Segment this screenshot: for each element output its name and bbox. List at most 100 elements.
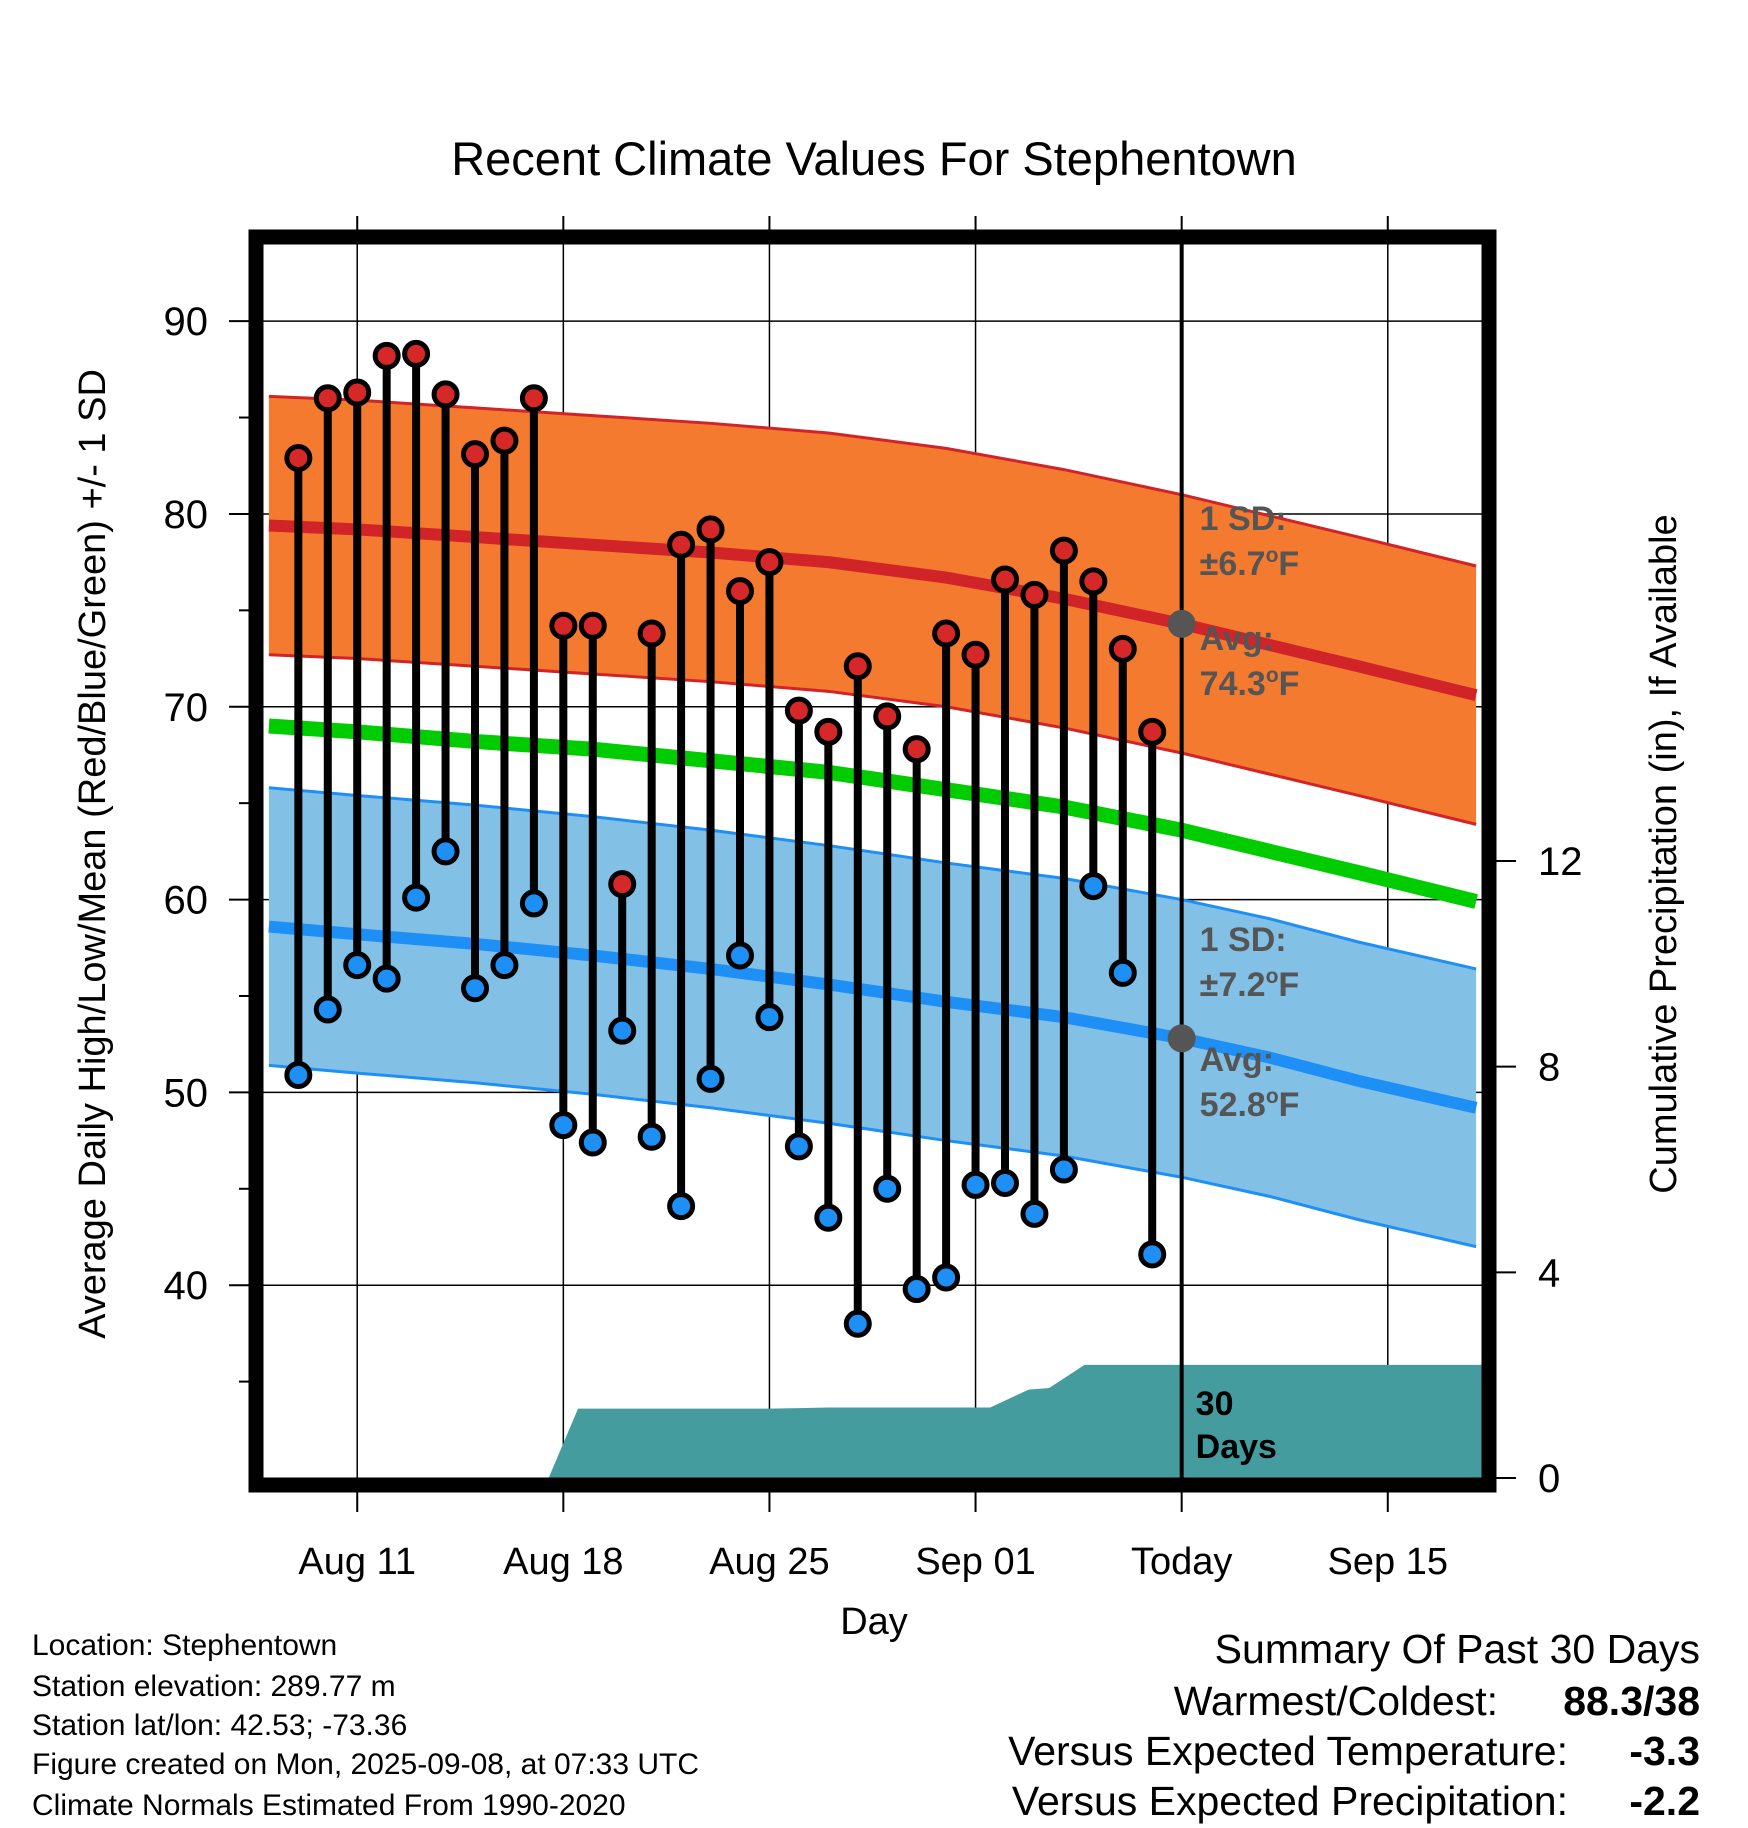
summary-precip-value: -2.2 [1629, 1778, 1700, 1824]
high-avg-value-annotation: 74.3oF [1200, 664, 1300, 703]
today-high-avg-marker [1167, 609, 1196, 638]
daily-low-point [726, 941, 754, 970]
daily-high-point [1020, 580, 1049, 609]
daily-low-point [696, 1064, 725, 1093]
x-tick-label: Aug 11 [298, 1541, 416, 1583]
summary-title: Summary Of Past 30 Days [1215, 1626, 1700, 1672]
days-count-annotation: 30 [1196, 1385, 1234, 1423]
daily-high-point [490, 426, 519, 455]
daily-low-point [343, 951, 372, 980]
precip-area [268, 1364, 1482, 1478]
daily-low-point [402, 883, 431, 912]
daily-low-point [873, 1174, 902, 1203]
low-sd-annotation: 1 SD: [1200, 921, 1287, 959]
daily-low-point [637, 1122, 666, 1151]
daily-high-point [372, 341, 401, 370]
daily-low-point [490, 951, 519, 980]
y2-tick-label: 4 [1538, 1251, 1560, 1295]
daily-high-point [784, 696, 813, 725]
daily-low-point [1108, 958, 1137, 987]
daily-high-point [932, 619, 961, 648]
daily-high-point [1108, 634, 1137, 663]
today-low-avg-marker [1167, 1024, 1196, 1053]
daily-high-point [696, 515, 725, 544]
high-sd-annotation: 1 SD: [1200, 500, 1287, 538]
summary-warm-cold-label: Warmest/Coldest: [1174, 1678, 1498, 1724]
low-avg-value-annotation: 52.8oF [1200, 1085, 1300, 1124]
daily-low-point [313, 995, 342, 1024]
plot-frame [248, 229, 1497, 1493]
daily-high-point [549, 611, 578, 640]
daily-high-point [578, 611, 607, 640]
y2-tick-label: 8 [1538, 1046, 1560, 1090]
x-axis-label: Day [840, 1601, 908, 1643]
daily-high-point [637, 619, 666, 648]
high-sd-lower-edge [268, 653, 1477, 826]
daily-high-point [343, 378, 372, 407]
daily-low-point [991, 1168, 1019, 1197]
high-sd-upper-edge [268, 394, 1477, 568]
info-elevation: Station elevation: 289.77 m [32, 1670, 396, 1703]
daily-high-point [873, 702, 902, 731]
info-created: Figure created on Mon, 2025-09-08, at 07… [32, 1748, 699, 1781]
daily-high-point [843, 652, 872, 681]
summary-panel: Summary Of Past 30 Days Warmest/Coldest:… [1008, 1626, 1700, 1824]
daily-high-point [991, 565, 1019, 594]
y2-tick-label: 12 [1538, 840, 1583, 884]
daily-low-point [461, 974, 489, 1003]
low-avg-annotation: Avg: [1200, 1041, 1274, 1079]
daily-low-point [843, 1309, 872, 1338]
daily-low-point [814, 1203, 843, 1232]
y-tick-label: 70 [164, 686, 209, 730]
normal-high-line [268, 519, 1478, 702]
x-tick-label: Aug 25 [709, 1541, 829, 1583]
y-tick-label: 40 [164, 1264, 209, 1308]
station-info: Location: Stephentown Station elevation:… [32, 1629, 699, 1822]
daily-low-point [902, 1275, 931, 1304]
daily-high-point [431, 380, 460, 409]
y-tick-label: 90 [164, 300, 209, 344]
daily-high-point [961, 640, 990, 669]
low-sd-value-annotation: ±7.2oF [1200, 965, 1300, 1004]
high-avg-annotation: Avg: [1200, 620, 1274, 658]
summary-precip-label: Versus Expected Precipitation: [1012, 1778, 1568, 1824]
daily-low-point [1020, 1199, 1049, 1228]
daily-low-point [431, 837, 460, 866]
y2-axis-label: Cumulative Precipitation (in), If Availa… [1643, 514, 1685, 1193]
daily-high-point [608, 870, 637, 899]
daily-high-point [1079, 567, 1108, 596]
x-tick-label: Sep 15 [1328, 1541, 1448, 1583]
plot-interior: 1 SD: ±6.7oF Avg: 74.3oF 1 SD: ±7.2oF Avg: 52.8… [263, 244, 1482, 1478]
daily-high-point [402, 339, 431, 368]
y2-tick-label: 0 [1538, 1457, 1560, 1501]
daily-high-point [667, 530, 696, 559]
y-axis-label: Average Daily High/Low/Mean (Red/Blue/Gr… [72, 369, 114, 1339]
daily-low-point [549, 1111, 578, 1140]
daily-low-point [1138, 1240, 1167, 1269]
daily-low-point [284, 1061, 313, 1090]
daily-high-point [1138, 717, 1167, 746]
daily-high-point [1049, 536, 1078, 565]
daily-high-point [284, 444, 313, 473]
daily-high-point [814, 717, 843, 746]
summary-warm-cold-value: 88.3/38 [1563, 1678, 1700, 1724]
daily-high-point [902, 735, 931, 764]
daily-high-point [726, 577, 754, 606]
daily-low-point [1049, 1155, 1078, 1184]
daily-high-point [519, 384, 548, 413]
info-location: Location: Stephentown [32, 1629, 337, 1662]
daily-low-point [932, 1263, 961, 1292]
high-sd-value-annotation: ±6.7oF [1200, 544, 1300, 583]
summary-temp-label: Versus Expected Temperature: [1008, 1728, 1568, 1774]
daily-low-point [784, 1132, 813, 1161]
daily-low-point [372, 964, 401, 993]
daily-low-point [755, 1003, 784, 1032]
summary-temp-value: -3.3 [1629, 1728, 1700, 1774]
y-tick-label: 80 [164, 493, 209, 537]
daily-high-point [755, 548, 784, 577]
daily-low-point [578, 1128, 607, 1157]
x-tick-label: Sep 01 [915, 1541, 1035, 1583]
y-tick-label: 60 [164, 879, 209, 923]
info-latlon: Station lat/lon: 42.53; -73.36 [32, 1709, 407, 1742]
